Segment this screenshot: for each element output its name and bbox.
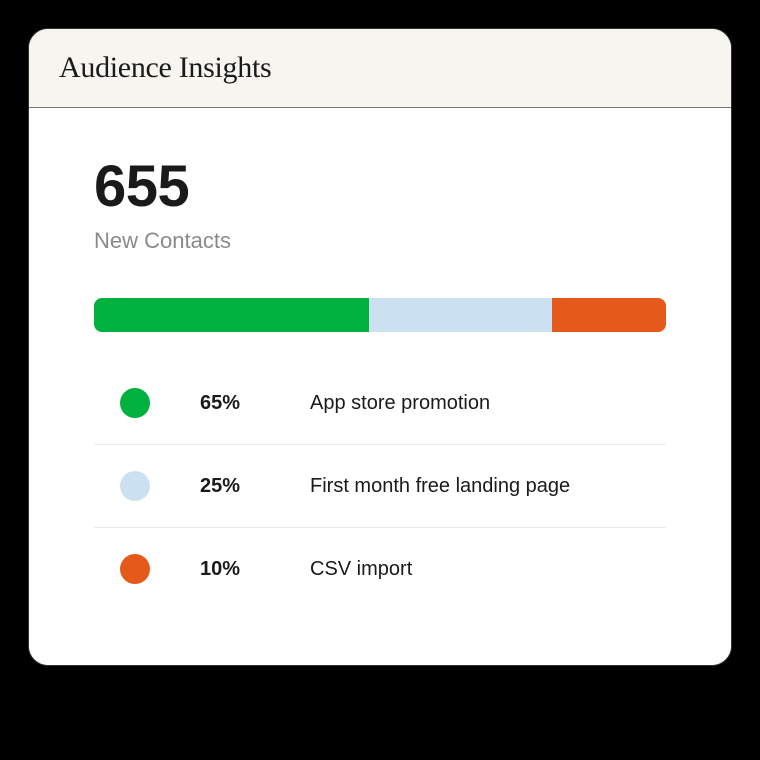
legend-dot-icon [120, 388, 150, 418]
card-body: 655 New Contacts 65% App store promotion 2… [29, 108, 731, 665]
bar-segment [369, 298, 552, 332]
legend-dot-icon [120, 471, 150, 501]
legend-percent: 10% [200, 558, 280, 581]
bar-segment [552, 298, 666, 332]
legend-percent: 25% [200, 475, 280, 498]
legend-label: App store promotion [310, 392, 490, 415]
legend-label: CSV import [310, 558, 412, 581]
legend-row: 65% App store promotion [94, 362, 666, 445]
card-header: Audience Insights [29, 29, 731, 108]
bar-segment [94, 298, 369, 332]
metric-label: New Contacts [94, 228, 666, 254]
legend-dot-icon [120, 554, 150, 584]
legend-percent: 65% [200, 392, 280, 415]
legend: 65% App store promotion 25% First month fre… [94, 362, 666, 610]
legend-row: 10% CSV import [94, 528, 666, 610]
metric-value: 655 [94, 158, 666, 216]
legend-label: First month free landing page [310, 475, 570, 498]
stacked-bar-chart [94, 298, 666, 332]
legend-row: 25% First month free landing page [94, 445, 666, 528]
insights-card: Audience Insights 655 New Contacts 65% Ap… [28, 28, 732, 666]
card-title: Audience Insights [59, 51, 701, 85]
